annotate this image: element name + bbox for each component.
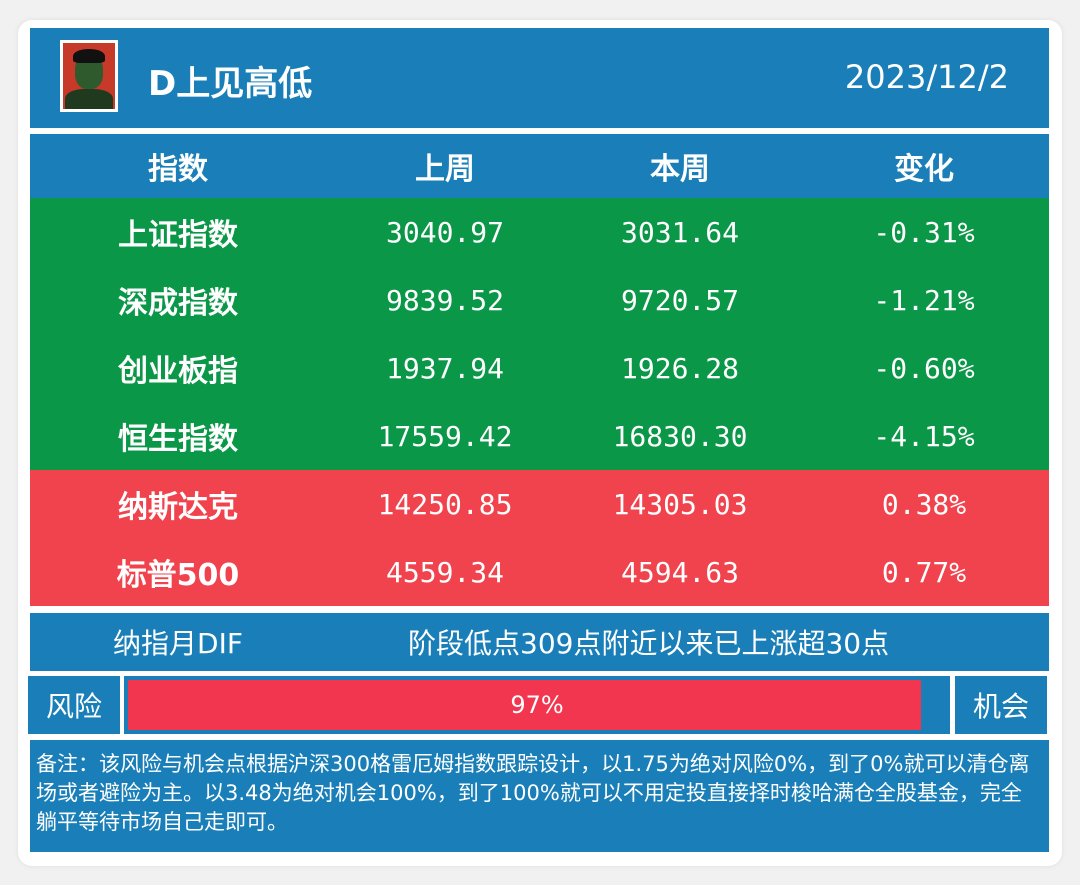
index-name: 深成指数 (118, 286, 238, 321)
risk-opportunity-gauge: 97% (124, 676, 950, 734)
change-value: -1.21% (873, 283, 975, 317)
last-week-value: 17559.42 (377, 419, 513, 453)
table-row: 标普500 4559.34 4594.63 0.77% (30, 538, 1049, 606)
risk-label: 风险 (28, 676, 120, 734)
index-name: 上证指数 (118, 218, 238, 253)
gauge-value: 97% (510, 691, 564, 719)
table-row: 纳斯达克 14250.85 14305.03 0.38% (30, 470, 1049, 538)
header-bar: D上见高低 2023/12/2 (30, 28, 1049, 128)
this-week-value: 3031.64 (620, 215, 740, 249)
this-week-value: 1926.28 (620, 351, 740, 385)
dif-row: 纳指月DIF 阶段低点309点附近以来已上涨超30点 (30, 613, 1049, 671)
last-week-value: 14250.85 (377, 487, 513, 521)
table-row: 恒生指数 17559.42 16830.30 -4.15% (30, 402, 1049, 470)
table-row: 创业板指 1937.94 1926.28 -0.60% (30, 334, 1049, 402)
avatar (60, 40, 118, 112)
change-value: -4.15% (873, 419, 975, 453)
change-value: 0.77% (881, 555, 967, 589)
this-week-value: 9720.57 (620, 283, 740, 317)
this-week-value: 16830.30 (612, 419, 748, 453)
column-header-last-week: 上周 (415, 152, 475, 187)
index-name: 标普500 (116, 558, 240, 593)
remark-note: 备注：该风险与机会点根据沪深300格雷厄姆指数跟踪设计，以1.75为绝对风险0%… (30, 740, 1049, 852)
dif-text: 阶段低点309点附近以来已上涨超30点 (408, 627, 890, 660)
last-week-value: 1937.94 (385, 351, 505, 385)
this-week-value: 14305.03 (612, 487, 748, 521)
change-value: -0.60% (873, 351, 975, 385)
dif-label: 纳指月DIF (113, 627, 243, 660)
table-header: 指数 上周 本周 变化 (30, 134, 1049, 198)
last-week-value: 4559.34 (385, 555, 505, 589)
index-name: 纳斯达克 (118, 490, 238, 525)
change-value: -0.31% (873, 215, 975, 249)
gauge-fill (128, 680, 921, 730)
last-week-value: 9839.52 (385, 283, 505, 317)
index-name: 创业板指 (118, 354, 238, 389)
avatar-image (63, 43, 115, 109)
this-week-value: 4594.63 (620, 555, 740, 589)
page-title: D上见高低 (148, 64, 313, 104)
opportunity-label: 机会 (955, 676, 1047, 734)
column-header-this-week: 本周 (650, 152, 710, 187)
column-header-change: 变化 (894, 152, 954, 187)
table-row: 上证指数 3040.97 3031.64 -0.31% (30, 198, 1049, 266)
index-name: 恒生指数 (118, 422, 238, 457)
change-value: 0.38% (881, 487, 967, 521)
report-date: 2023/12/2 (844, 58, 1009, 96)
column-header-index: 指数 (148, 152, 208, 187)
table-row: 深成指数 9839.52 9720.57 -1.21% (30, 266, 1049, 334)
last-week-value: 3040.97 (385, 215, 505, 249)
